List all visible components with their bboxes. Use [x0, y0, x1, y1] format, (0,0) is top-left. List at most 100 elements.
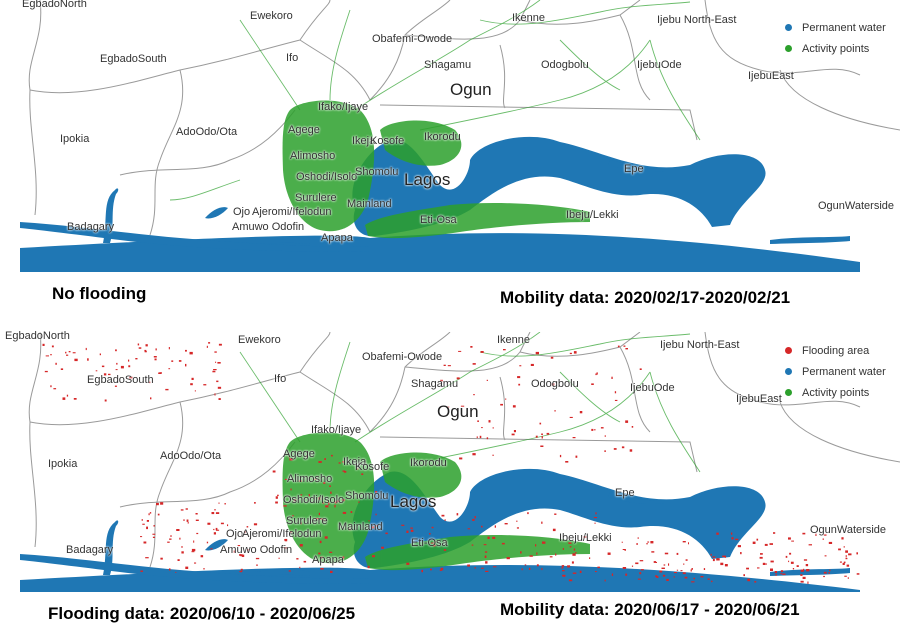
- flood-speck: [439, 569, 442, 571]
- flood-speck: [572, 437, 576, 439]
- flood-speck: [805, 564, 809, 567]
- place-label: Kosofe: [355, 461, 390, 473]
- flood-speck: [72, 352, 76, 354]
- flood-speck: [187, 521, 189, 524]
- flood-speck: [631, 426, 634, 428]
- flood-speck: [573, 548, 576, 551]
- flood-speck: [190, 383, 193, 386]
- flood-speck: [593, 429, 596, 431]
- flood-speck: [60, 368, 64, 370]
- place-label: EgbadoNorth: [22, 0, 87, 10]
- flood-speck: [432, 544, 436, 547]
- flood-speck: [711, 580, 713, 583]
- flood-speck: [217, 386, 222, 389]
- flood-speck: [146, 520, 149, 522]
- flood-speck: [575, 455, 578, 458]
- flood-speck: [200, 555, 204, 558]
- place-label: Ojo: [233, 206, 251, 218]
- flood-speck: [375, 491, 378, 493]
- flood-speck: [137, 343, 140, 346]
- flood-speck: [802, 532, 806, 535]
- flood-speck: [342, 511, 347, 514]
- flood-speck: [212, 370, 216, 373]
- flood-speck: [724, 555, 726, 558]
- flood-speck: [791, 540, 794, 542]
- flood-speck: [622, 549, 626, 550]
- flood-speck: [604, 435, 606, 437]
- flood-speck: [762, 562, 766, 565]
- flood-speck: [145, 557, 149, 559]
- flood-speck: [650, 541, 654, 544]
- flood-speck: [180, 509, 184, 511]
- flood-speck: [272, 470, 276, 473]
- flood-speck: [318, 512, 320, 516]
- flood-speck: [51, 345, 54, 348]
- flood-speck: [179, 537, 181, 540]
- flood-speck: [284, 538, 288, 542]
- flood-speck: [562, 570, 565, 572]
- flood-speck: [562, 548, 564, 550]
- flood-speck: [676, 552, 679, 555]
- flood-speck: [494, 525, 496, 528]
- flood-speck: [828, 541, 833, 544]
- place-label: Eti-Osa: [420, 214, 457, 226]
- flood-speck: [241, 554, 245, 557]
- place-label: Amuwo Odofin: [220, 544, 293, 556]
- flood-speck: [737, 545, 741, 548]
- flood-speck: [203, 568, 205, 570]
- flood-speck: [756, 538, 759, 541]
- flood-speck: [443, 364, 446, 366]
- flood-speck: [536, 552, 538, 555]
- flood-speck: [185, 363, 187, 367]
- flood-speck: [516, 527, 519, 529]
- flood-speck: [565, 461, 569, 463]
- flood-speck: [769, 543, 773, 545]
- flood-speck: [690, 569, 692, 572]
- legend-swatch: [785, 24, 792, 31]
- flood-speck: [300, 494, 303, 496]
- activity-points-layer: [282, 432, 590, 571]
- flood-speck: [157, 513, 160, 516]
- flood-speck: [350, 511, 353, 513]
- flood-speck: [196, 532, 199, 535]
- flood-speck: [456, 513, 459, 516]
- legend-entry: Activity points: [785, 382, 886, 403]
- flood-speck: [770, 568, 773, 571]
- flood-speck: [505, 398, 507, 400]
- flood-speck: [486, 379, 488, 381]
- flood-speck: [651, 551, 655, 553]
- flood-speck: [460, 405, 465, 407]
- flood-speck: [743, 574, 745, 577]
- legend-entry: Flooding area: [785, 340, 886, 361]
- place-label: Badagary: [67, 221, 115, 233]
- place-label: EgbadoSouth: [87, 374, 154, 386]
- flood-speck: [492, 536, 496, 539]
- flood-speck: [183, 519, 185, 521]
- flood-speck: [165, 388, 169, 391]
- flood-speck: [535, 544, 537, 547]
- flood-speck: [562, 574, 566, 577]
- flood-speck: [283, 505, 287, 507]
- flood-speck: [160, 502, 164, 505]
- flood-speck: [746, 567, 749, 570]
- flood-speck: [528, 567, 531, 570]
- flood-speck: [555, 553, 557, 556]
- flood-speck: [800, 580, 804, 583]
- flood-speck: [171, 360, 174, 362]
- flood-speck: [536, 564, 539, 567]
- flood-speck: [774, 571, 778, 574]
- flood-speck: [385, 532, 388, 535]
- flood-speck: [613, 448, 617, 450]
- flood-speck: [471, 544, 474, 546]
- flood-speck: [730, 532, 733, 535]
- flood-speck: [492, 427, 494, 429]
- flood-speck: [358, 501, 360, 503]
- place-label: Ijebu North-East: [660, 339, 740, 351]
- flood-speck: [524, 564, 527, 566]
- flood-speck: [480, 351, 484, 353]
- flood-speck: [178, 360, 182, 362]
- flood-speck: [839, 561, 842, 563]
- flood-speck: [288, 456, 290, 458]
- flood-speck: [824, 555, 827, 557]
- flood-speck: [278, 557, 280, 559]
